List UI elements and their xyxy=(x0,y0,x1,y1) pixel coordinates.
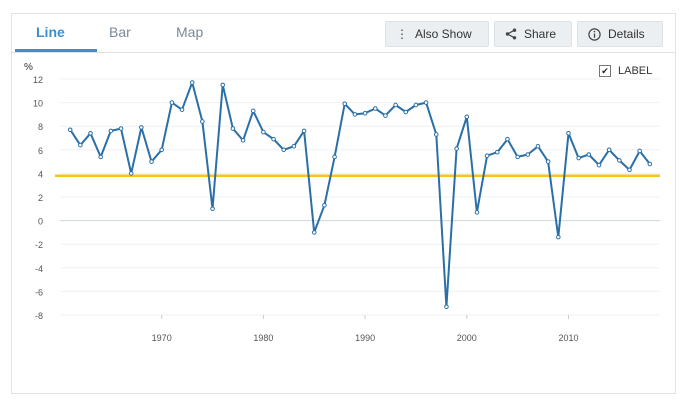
data-point xyxy=(505,136,510,142)
data-point xyxy=(484,153,490,158)
data-point xyxy=(556,234,561,240)
data-point xyxy=(240,138,246,143)
tab-bar[interactable]: Bar xyxy=(109,24,131,40)
data-point xyxy=(454,146,459,151)
y-tick-label: 12 xyxy=(33,75,43,85)
data-point xyxy=(291,143,297,149)
data-point xyxy=(515,154,520,160)
checkbox-checked-icon: ✔ xyxy=(599,65,611,77)
data-point xyxy=(586,152,592,157)
data-point xyxy=(372,106,378,111)
data-point xyxy=(545,159,551,164)
chart-panel: Line Bar Map ⋮ Also Show Share xyxy=(11,13,676,394)
data-point xyxy=(494,149,500,155)
data-point xyxy=(352,112,358,117)
data-point xyxy=(149,159,154,164)
data-point xyxy=(403,109,409,115)
tab-line[interactable]: Line xyxy=(36,24,65,40)
data-point xyxy=(423,100,429,105)
data-point xyxy=(617,158,622,163)
y-axis-unit-label: % xyxy=(24,62,33,73)
data-point xyxy=(281,147,287,153)
x-tick-label: 1990 xyxy=(355,333,375,343)
data-point xyxy=(525,152,531,157)
data-point xyxy=(637,148,642,154)
series-line xyxy=(69,81,651,308)
active-tab-indicator xyxy=(15,49,97,52)
data-point xyxy=(413,102,419,108)
data-point xyxy=(179,107,185,112)
x-tick-label: 1980 xyxy=(253,333,273,343)
data-point xyxy=(98,154,103,160)
data-point xyxy=(342,101,348,107)
data-point xyxy=(271,136,276,142)
data-point xyxy=(311,230,317,235)
data-point xyxy=(606,147,612,153)
share-label: Share xyxy=(524,27,557,41)
data-point xyxy=(362,110,368,116)
x-tick-label: 2000 xyxy=(457,333,477,343)
data-point xyxy=(332,154,337,160)
legend-label: LABEL xyxy=(618,65,653,77)
tab-map[interactable]: Map xyxy=(176,24,204,40)
data-point xyxy=(210,206,215,212)
x-tick-label: 2010 xyxy=(558,333,578,343)
y-tick-label: -6 xyxy=(35,287,43,297)
also-show-button[interactable]: ⋮ Also Show xyxy=(385,21,489,47)
kebab-icon: ⋮ xyxy=(396,27,408,41)
data-point xyxy=(220,82,226,88)
y-tick-label: 4 xyxy=(38,169,43,179)
also-show-label: Also Show xyxy=(415,27,472,41)
y-tick-label: 8 xyxy=(38,122,43,132)
y-tick-label: -4 xyxy=(35,264,43,274)
data-point xyxy=(189,80,195,85)
data-point xyxy=(128,171,134,176)
data-point xyxy=(159,147,164,153)
data-point xyxy=(78,142,83,148)
data-point xyxy=(301,128,307,134)
data-point xyxy=(596,162,602,168)
data-point xyxy=(393,102,398,108)
share-button[interactable]: Share xyxy=(494,21,572,47)
y-tick-label: 10 xyxy=(33,99,43,109)
y-tick-label: -8 xyxy=(35,311,43,321)
data-point xyxy=(108,128,114,134)
y-tick-label: -2 xyxy=(35,240,43,250)
legend-toggle[interactable]: ✔ LABEL xyxy=(599,65,652,77)
data-point xyxy=(169,100,175,105)
y-tick-label: 2 xyxy=(38,193,43,203)
y-tick-label: 6 xyxy=(38,146,43,156)
data-point xyxy=(200,119,205,124)
data-point xyxy=(250,108,256,114)
share-icon xyxy=(505,28,517,40)
info-icon xyxy=(588,27,601,41)
data-point xyxy=(433,132,439,137)
data-point xyxy=(139,125,144,130)
data-point xyxy=(383,113,388,118)
data-point xyxy=(88,130,93,136)
x-tick-label: 1970 xyxy=(152,333,172,343)
data-point xyxy=(647,161,653,167)
data-point xyxy=(118,126,124,131)
details-label: Details xyxy=(608,27,645,41)
data-point xyxy=(322,202,327,208)
data-point xyxy=(576,155,581,161)
view-tabs: Line Bar Map ⋮ Also Show Share xyxy=(12,14,675,53)
data-point xyxy=(474,210,480,215)
data-point xyxy=(261,129,266,135)
data-point xyxy=(230,126,236,131)
y-tick-label: 0 xyxy=(38,217,43,227)
data-point xyxy=(464,114,470,120)
data-point xyxy=(535,143,541,149)
details-button[interactable]: Details xyxy=(577,21,663,47)
data-point xyxy=(444,304,449,310)
data-point xyxy=(627,167,632,173)
data-point xyxy=(67,127,73,133)
data-point xyxy=(566,130,571,136)
